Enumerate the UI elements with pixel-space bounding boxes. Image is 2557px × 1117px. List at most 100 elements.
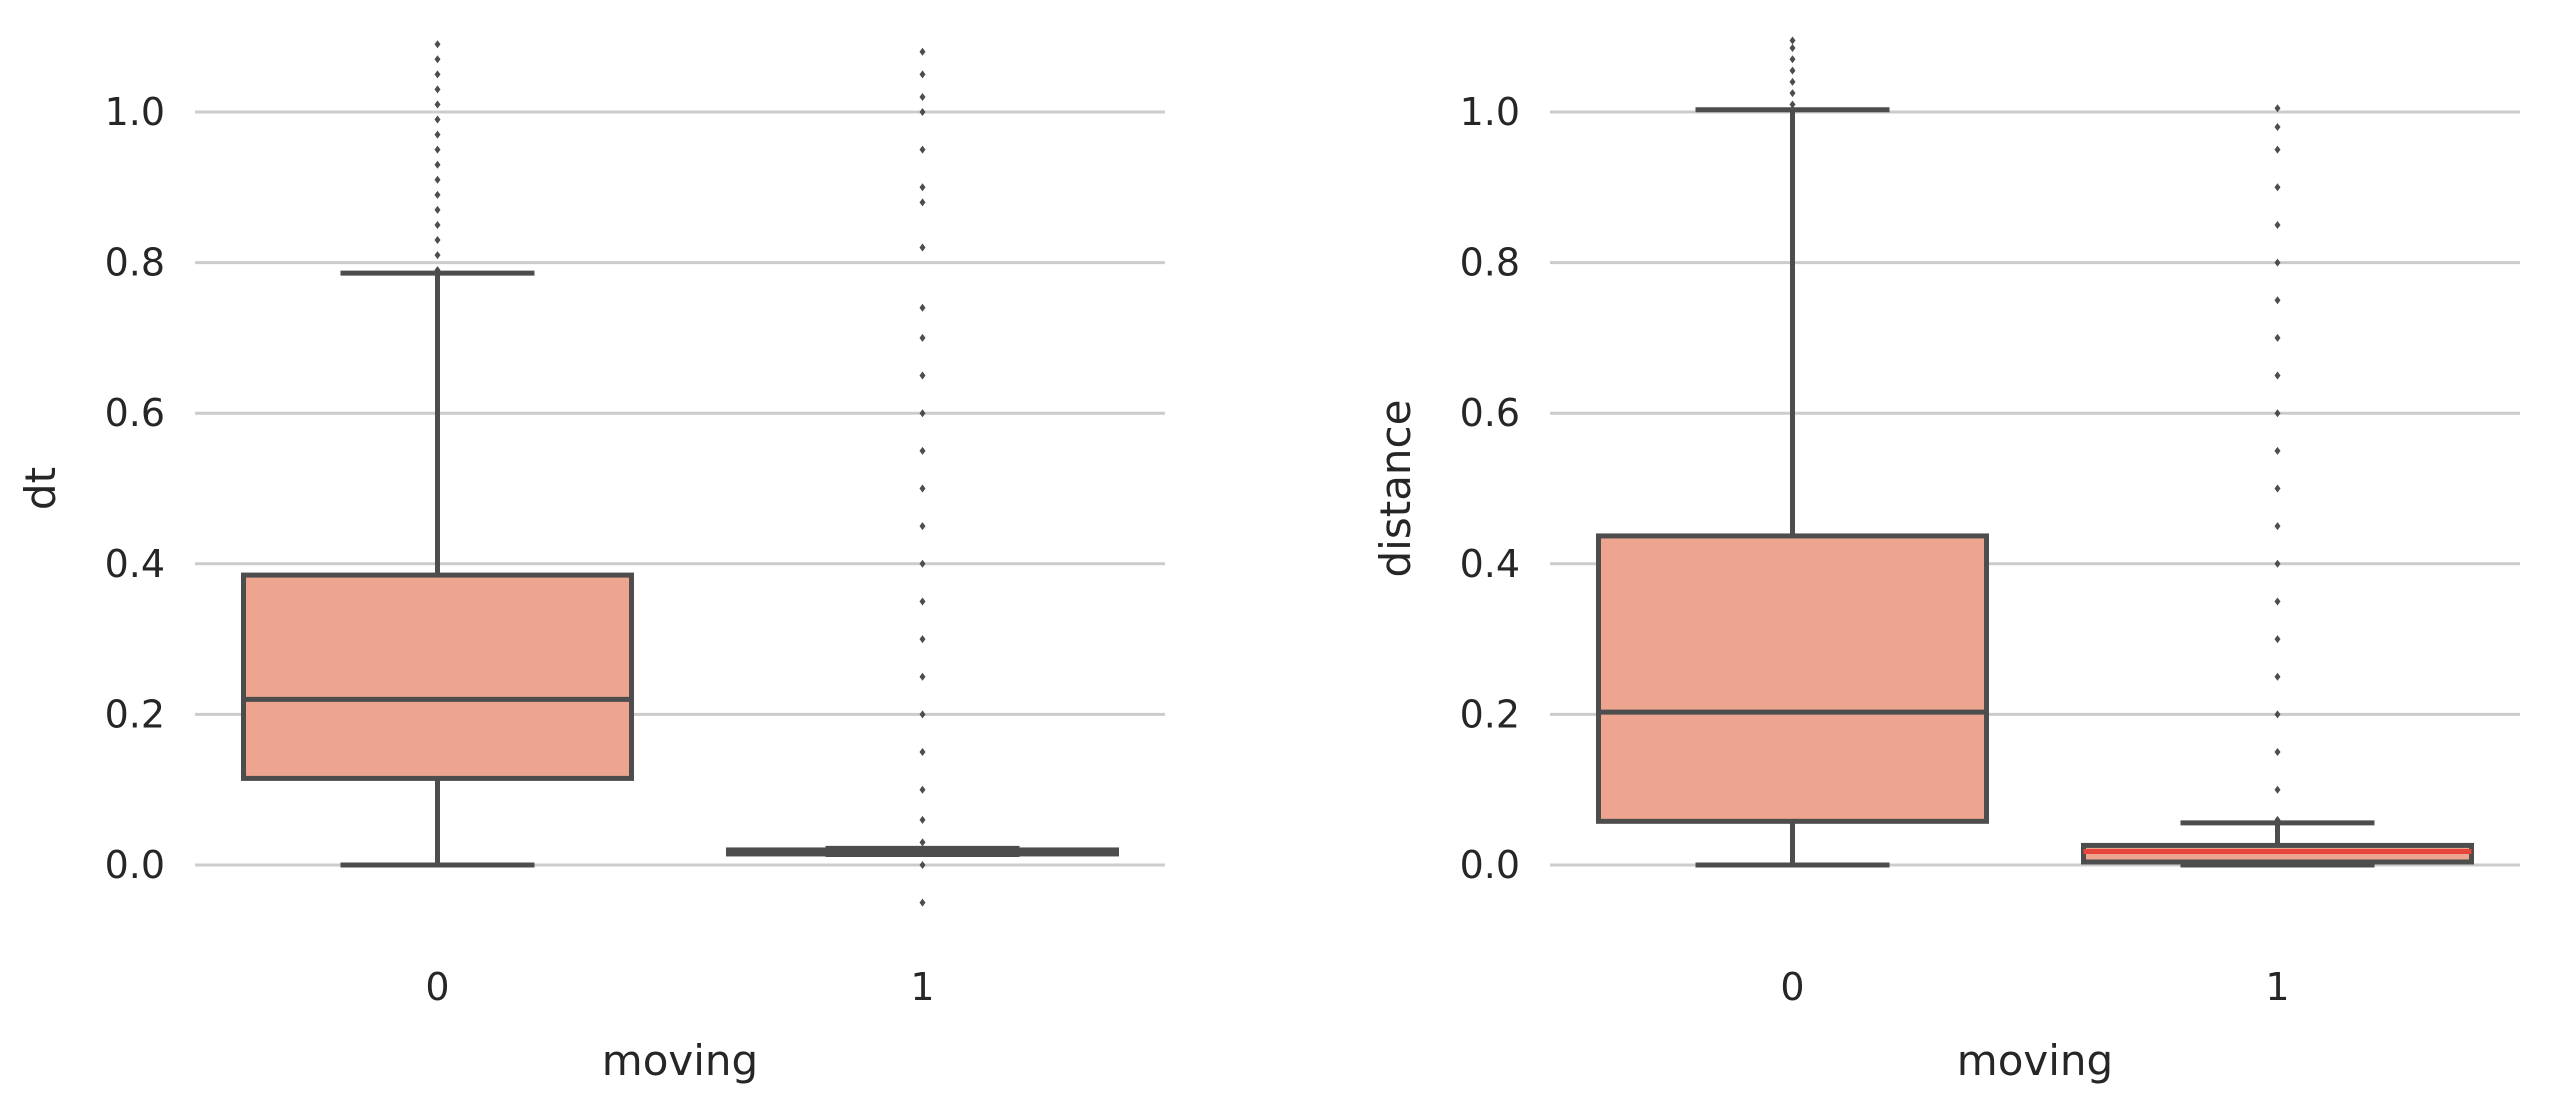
- outlier-point: [2274, 672, 2281, 681]
- outlier-point: [919, 183, 926, 192]
- outlier-point: [919, 785, 926, 794]
- outlier-point: [919, 108, 926, 116]
- outlier-point: [2274, 597, 2281, 606]
- y-tick-label: 0.2: [105, 692, 165, 736]
- boxes: [241, 40, 1119, 907]
- outlier-point: [434, 251, 441, 260]
- outlier-point: [2274, 785, 2281, 794]
- outlier-point: [2274, 123, 2281, 132]
- outlier-point: [1789, 89, 1796, 98]
- y-tick-label: 0.8: [105, 241, 165, 285]
- x-tick-label: 0: [1780, 965, 1804, 1009]
- outlier-point: [919, 748, 926, 757]
- x-tick-label: 0: [425, 965, 449, 1009]
- outlier-point: [2274, 635, 2281, 644]
- outlier-point: [2274, 815, 2281, 824]
- y-tick-label: 1.0: [105, 90, 165, 134]
- outlier-point: [919, 446, 926, 455]
- outlier-point: [434, 160, 441, 169]
- y-tick-label: 0.4: [1460, 542, 1520, 586]
- outlier-point: [1789, 55, 1796, 64]
- outlier-point: [434, 205, 441, 214]
- outlier-point: [919, 409, 926, 418]
- y-tick-label: 0.6: [105, 391, 165, 435]
- outlier-point: [919, 243, 926, 252]
- outlier-point: [2274, 371, 2281, 380]
- y-tick-label: 0.6: [1460, 391, 1520, 435]
- outlier-point: [2274, 446, 2281, 455]
- outlier-point: [919, 898, 926, 907]
- outlier-point: [919, 815, 926, 824]
- outlier-point: [919, 861, 926, 869]
- x-axis-label: moving: [602, 1036, 758, 1085]
- outlier-point: [434, 266, 441, 275]
- outlier-point: [2274, 145, 2281, 154]
- outlier-point: [919, 672, 926, 681]
- outlier-point: [1789, 66, 1796, 75]
- y-axis-label: distance: [1371, 400, 1420, 578]
- outlier-point: [919, 710, 926, 719]
- outlier-point: [919, 559, 926, 568]
- outlier-point: [919, 333, 926, 342]
- outlier-point: [2274, 748, 2281, 757]
- outlier-point: [919, 484, 926, 493]
- outlier-point: [919, 371, 926, 380]
- outlier-point: [434, 85, 441, 94]
- outlier-point: [919, 635, 926, 644]
- y-tick-label: 0.8: [1460, 241, 1520, 285]
- outlier-point: [919, 522, 926, 531]
- y-tick-label: 0.4: [105, 542, 165, 586]
- outlier-point: [2274, 183, 2281, 192]
- box-1: [726, 47, 1119, 907]
- y-tick-label: 0.0: [105, 843, 165, 887]
- outlier-point: [2274, 409, 2281, 418]
- outlier-point: [2274, 333, 2281, 342]
- y-tick-labels: 0.0 0.2 0.4 0.6 0.8 1.0: [1460, 90, 1520, 887]
- box-0: [1596, 36, 1989, 868]
- outlier-point: [2274, 296, 2281, 305]
- outlier-point: [1789, 36, 1796, 45]
- outlier-point: [2274, 104, 2281, 113]
- outlier-point: [2274, 220, 2281, 229]
- outlier-point: [2274, 559, 2281, 568]
- outlier-point: [1789, 100, 1796, 109]
- outlier-point: [919, 145, 926, 154]
- outlier-point: [919, 597, 926, 606]
- outlier-point: [434, 145, 441, 154]
- y-tick-label: 0.2: [1460, 692, 1520, 736]
- outlier-point: [434, 55, 441, 64]
- outlier-point: [434, 190, 441, 199]
- outlier-point: [434, 175, 441, 184]
- outlier-point: [919, 92, 926, 101]
- outlier-point: [1789, 43, 1796, 52]
- x-tick-label: 1: [910, 965, 934, 1009]
- outlier-point: [2274, 522, 2281, 531]
- outlier-point: [919, 838, 926, 847]
- iqr-box: [1596, 533, 1989, 824]
- y-tick-label: 0.0: [1460, 843, 1520, 887]
- outlier-point: [434, 236, 441, 245]
- outlier-point: [434, 115, 441, 124]
- x-tick-label: 1: [2265, 965, 2289, 1009]
- y-axis-label: dt: [16, 467, 65, 510]
- outlier-point: [2274, 710, 2281, 719]
- outlier-point: [919, 198, 926, 207]
- outlier-point: [919, 70, 926, 79]
- outlier-point: [434, 40, 441, 49]
- boxes: [1596, 36, 2474, 868]
- outlier-point: [434, 130, 441, 139]
- outlier-point: [919, 47, 926, 56]
- outlier-point: [2274, 484, 2281, 493]
- y-tick-labels: 0.0 0.2 0.4 0.6 0.8 1.0: [105, 90, 165, 887]
- outlier-point: [434, 70, 441, 79]
- outlier-point: [1789, 77, 1796, 86]
- outlier-point: [434, 220, 441, 229]
- outlier-point: [919, 303, 926, 312]
- box-1: [2081, 104, 2474, 868]
- outlier-point: [2274, 258, 2281, 267]
